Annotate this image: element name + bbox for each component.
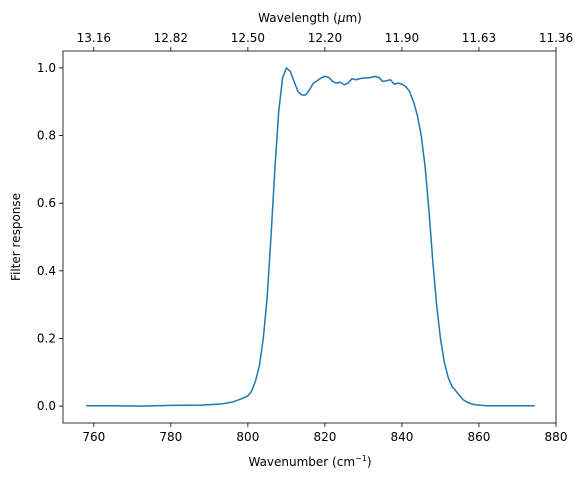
axes-frame (62, 50, 557, 424)
bottom-x-ticks: 760 780 800 820 840 860 880 (82, 423, 567, 444)
x-axis-title: Wavenumber (cm−1) (248, 454, 371, 469)
y-tick-label: 0.2 (37, 331, 56, 345)
top-x-tick-label: 12.82 (154, 31, 188, 45)
top-x-tick-label: 13.16 (77, 31, 111, 45)
x-tick-label: 820 (313, 430, 336, 444)
x-tick-label: 860 (468, 430, 491, 444)
top-x-tick-label: 12.50 (231, 31, 265, 45)
y-axis-title: Filter response (9, 193, 23, 281)
top-x-tick-label: 12.20 (308, 31, 342, 45)
x-tick-label: 780 (159, 430, 182, 444)
y-tick-label: 0.0 (37, 399, 56, 413)
y-tick-label: 0.6 (37, 196, 56, 210)
axes-border (62, 50, 557, 424)
series-line-0 (86, 67, 535, 407)
plot-area (86, 67, 535, 407)
x-tick-label: 840 (390, 430, 413, 444)
top-x-tick-label: 11.90 (385, 31, 419, 45)
x-tick-label: 760 (82, 430, 105, 444)
x-tick-label: 800 (236, 430, 259, 444)
y-ticks: 0.0 0.2 0.4 0.6 0.8 1.0 (37, 61, 63, 413)
y-tick-label: 0.4 (37, 264, 56, 278)
y-tick-label: 1.0 (37, 61, 56, 75)
top-x-ticks: 13.16 12.82 12.50 12.20 11.90 11.63 11.36 (77, 31, 573, 51)
x-tick-label: 880 (545, 430, 568, 444)
y-tick-label: 0.8 (37, 129, 56, 143)
top-x-tick-label: 11.36 (539, 31, 573, 45)
top-x-tick-label: 11.63 (462, 31, 496, 45)
top-x-axis-title: Wavelength (μm) (258, 11, 362, 25)
